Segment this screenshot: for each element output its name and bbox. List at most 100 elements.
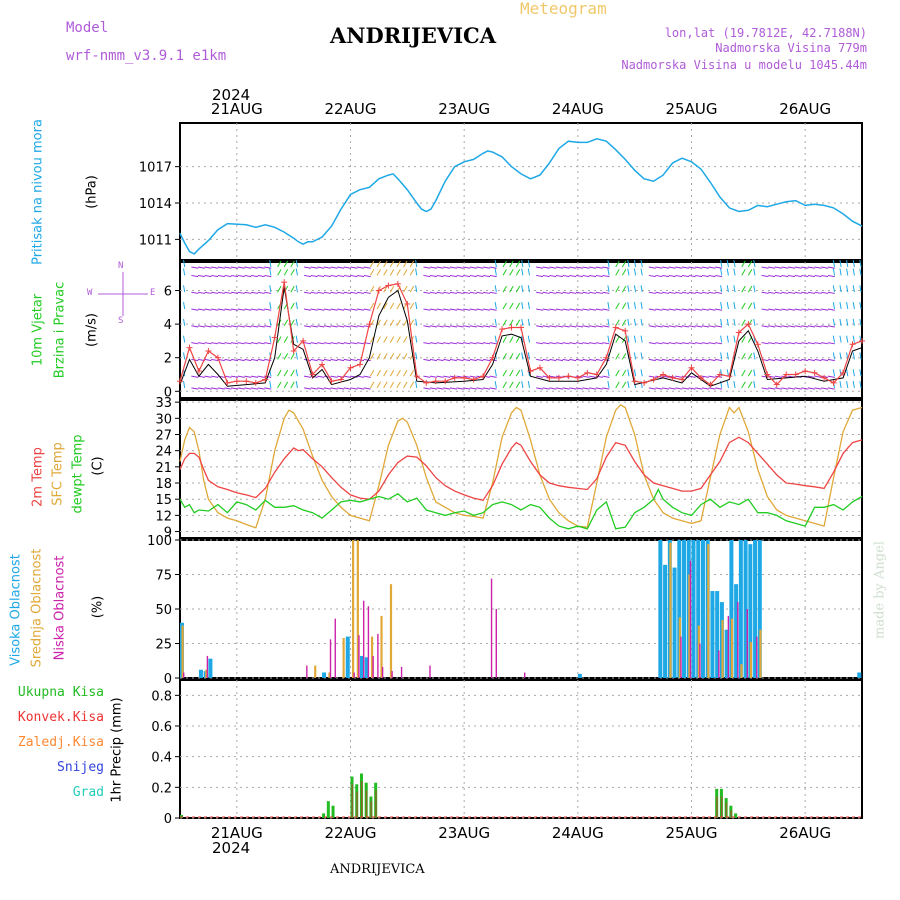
high-cloud-bar [734, 584, 739, 678]
wind-barb [662, 291, 670, 294]
precip-legend-total: Ukupna Kisa [17, 685, 104, 700]
wind-barb [832, 268, 836, 276]
wind-barb [350, 325, 358, 328]
wind-barb [277, 381, 282, 389]
wind-barb [403, 319, 408, 327]
wind-barb [515, 353, 521, 360]
wind-barb [801, 308, 809, 311]
wind-barb [521, 260, 524, 268]
wind-barb [741, 260, 746, 268]
wind-barb [688, 387, 696, 390]
wind-barb [668, 358, 676, 362]
wind-barb [575, 291, 583, 294]
wind-speed-line [179, 281, 863, 386]
wind-barb [429, 308, 438, 311]
panel-frame-5 [179, 679, 863, 819]
wind-barb [494, 260, 497, 268]
wind-barb [708, 325, 716, 328]
high-cloud-bar [757, 540, 762, 678]
wind-barb [489, 291, 497, 294]
top-day-label: 25AUG [666, 100, 718, 118]
wind-barb [827, 274, 835, 278]
wind-barb [527, 318, 531, 326]
low-cloud-bar [727, 615, 730, 678]
wind-barb [310, 274, 318, 278]
wind-barb [589, 308, 597, 311]
wind-barb [768, 342, 776, 345]
low-cloud-bar [495, 609, 497, 678]
wind-barb [859, 285, 862, 293]
top-day-label: 22AUG [325, 100, 377, 118]
total-precip-bar [734, 813, 738, 818]
wind-barb [621, 319, 627, 327]
wind-barb [231, 358, 239, 362]
y-tick-label: 50 [155, 603, 172, 618]
wind-barb [211, 342, 219, 345]
wind-barb [821, 308, 829, 311]
wind-barb [509, 319, 514, 327]
high-cloud-bar [663, 564, 668, 678]
wind-barb [821, 342, 829, 345]
wind-barb [469, 387, 477, 390]
wind-barb [668, 342, 676, 345]
wind-barb [733, 318, 736, 326]
wind-barb [502, 302, 507, 310]
elevation-label: Nadmorska Visina 779m [715, 41, 867, 55]
wind-barb [429, 375, 438, 378]
high-cloud-bar [748, 544, 753, 678]
wind-barb [436, 358, 444, 362]
wind-barb [423, 308, 431, 311]
wind-barb [774, 325, 782, 328]
mid-cloud-bar [181, 625, 184, 678]
wind-barb [602, 342, 610, 345]
wind-barb [688, 342, 696, 345]
wind-barb [708, 291, 716, 294]
wind-barb [741, 353, 746, 360]
wind-label-1: 10m Vjetar [30, 293, 46, 367]
wind-barb [436, 325, 444, 328]
wind-barb [264, 274, 272, 278]
wind-barb [231, 291, 239, 294]
wind-barb [423, 291, 431, 294]
wind-barb [515, 260, 521, 268]
wind-barb [602, 375, 610, 378]
compass-e: E [150, 288, 156, 298]
y-tick-label: 0 [164, 385, 172, 400]
wind-barb [191, 387, 199, 390]
wind-barb [859, 352, 862, 360]
wind-barb [695, 274, 703, 278]
wind-barb [197, 274, 205, 278]
wind-barb [277, 260, 282, 268]
wind-barb [476, 266, 484, 269]
wind-barb [494, 302, 497, 310]
wind-barb [389, 285, 395, 293]
wind-barb [476, 291, 484, 294]
wind-barb [337, 291, 345, 294]
wind-barb [536, 266, 544, 269]
wind-barb [542, 266, 550, 269]
wind-barb [489, 358, 497, 362]
wind-barb [633, 268, 637, 276]
high-cloud-bar [715, 591, 720, 678]
low-cloud-bar [718, 650, 720, 678]
wind-barb [463, 274, 471, 278]
wind-barb [330, 358, 338, 362]
wind-barb [310, 266, 318, 269]
mid-cloud-bar [721, 620, 724, 678]
wind-barb [761, 308, 769, 311]
pressure-label: Pritisak na nivou mora [30, 119, 46, 265]
wind-barb [595, 342, 603, 345]
wind-barb [675, 325, 683, 328]
low-cloud-bar [334, 618, 336, 678]
wind-barb [449, 342, 457, 345]
wind-barb [846, 268, 849, 276]
wind-barb [476, 308, 484, 311]
wind-barb [569, 308, 577, 311]
wind-barb [502, 369, 507, 377]
wind-barb [310, 358, 318, 362]
wind-barb [726, 380, 729, 389]
wind-barb [607, 318, 610, 326]
wind-barb [814, 308, 822, 311]
wind-barb [741, 285, 746, 293]
wind-barb [621, 353, 627, 360]
